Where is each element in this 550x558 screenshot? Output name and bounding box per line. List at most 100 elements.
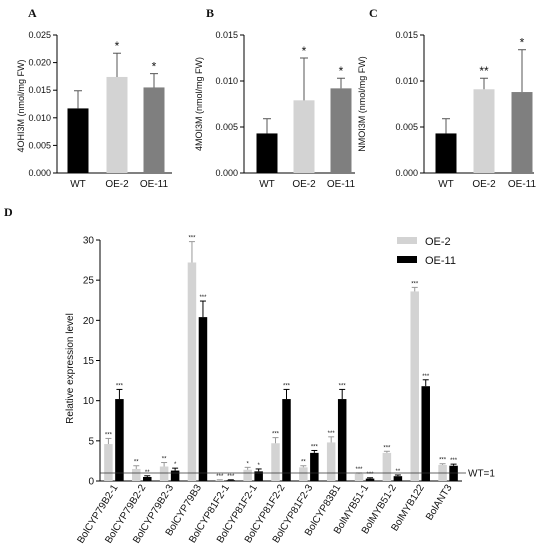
y-tick-label: 0 <box>88 477 94 488</box>
bar-oe-2 <box>382 452 392 481</box>
bar-oe-2 <box>243 469 252 481</box>
significance-mark: ** <box>301 460 306 466</box>
significance-mark: *** <box>422 374 430 380</box>
significance-mark: *** <box>450 458 458 464</box>
bar-wt <box>435 133 457 173</box>
significance-mark: *** <box>411 281 419 287</box>
significance-mark: *** <box>188 236 196 242</box>
y-tick-label: 0.000 <box>215 168 238 178</box>
significance-mark: ** <box>396 469 401 475</box>
significance-mark: *** <box>216 474 224 480</box>
y-tick-label: 5 <box>88 436 94 447</box>
bar-oe-11 <box>143 87 165 173</box>
legend-label-oe-11: OE-11 <box>425 255 456 267</box>
x-tick-label: OE-11 <box>327 179 356 190</box>
legend-swatch-oe-2 <box>397 237 417 244</box>
y-tick-label: 0.010 <box>28 113 51 123</box>
x-tick-label: OE-2 <box>472 179 496 190</box>
y-tick-label: 15 <box>83 356 95 367</box>
bar-oe-2 <box>159 466 169 481</box>
legend-label-oe-2: OE-2 <box>425 236 451 248</box>
y-tick-label: 0.010 <box>215 76 238 86</box>
y-tick-label: 0.005 <box>215 122 238 132</box>
legend: OE-2 OE-11 <box>397 236 456 267</box>
y-axis-title: 4OHI3M (nmol/mg FW) <box>16 59 26 152</box>
y-axis-title: 4MOI3M (nmol/mg FW) <box>194 57 204 151</box>
y-axis-title: Relative expression level <box>65 313 76 424</box>
x-tick-label: WT <box>438 179 454 190</box>
x-tick-label: WT <box>70 179 86 190</box>
y-tick-label: 0.000 <box>28 168 51 178</box>
significance-mark: *** <box>383 445 391 451</box>
x-tick-label: WT <box>259 179 275 190</box>
significance-mark: *** <box>105 432 113 438</box>
x-tick-label: BolANT3 <box>424 482 455 522</box>
significance-mark: ** <box>162 457 167 463</box>
bar-oe-11 <box>143 476 152 481</box>
bar-oe-11 <box>337 399 347 481</box>
significance-mark: *** <box>311 444 319 450</box>
significance-mark: * <box>257 463 260 469</box>
significance-mark: * <box>520 36 525 50</box>
bar-oe-2 <box>271 443 280 481</box>
significance-mark: * <box>339 64 344 78</box>
bar-wt <box>256 133 278 173</box>
significance-mark: * <box>115 39 120 53</box>
significance-mark: *** <box>272 432 280 438</box>
bar-oe-11 <box>115 399 124 481</box>
y-tick-label: 0.015 <box>28 85 51 95</box>
significance-mark: *** <box>283 383 291 389</box>
y-tick-label: 0.005 <box>395 122 418 132</box>
significance-mark: *** <box>328 431 336 437</box>
bar-oe-11 <box>198 317 208 481</box>
bar-wt <box>67 108 89 173</box>
significance-mark: *** <box>199 295 207 301</box>
bar-oe-2 <box>473 89 495 173</box>
y-tick-label: 0.015 <box>215 30 238 40</box>
chart-panel-a: A 0.000 0.005 0.010 0.015 0.020 0.025 4OHI3M (n… <box>16 6 172 190</box>
significance-mark: * <box>302 44 307 58</box>
bar-oe-2 <box>354 473 364 481</box>
bar-oe-11 <box>365 478 375 481</box>
bar-oe-2 <box>132 468 141 481</box>
chart-panel-b: B 0.000 0.005 0.010 0.015 4MOI3M (nmol/mg FW)… <box>194 6 356 190</box>
significance-mark: *** <box>339 383 347 389</box>
y-axis-title: NMOI3M (nmol/mg FW) <box>357 56 367 152</box>
bar-oe-2 <box>410 291 419 481</box>
y-tick-label: 0.010 <box>395 76 418 86</box>
bar-oe-11 <box>310 452 319 481</box>
bar-oe-11 <box>254 471 263 481</box>
legend-swatch-oe-11 <box>397 256 417 263</box>
x-tick-label: OE-2 <box>105 179 129 190</box>
y-tick-label: 0.020 <box>28 58 51 68</box>
bar-oe-2 <box>299 467 308 481</box>
significance-mark: * <box>152 60 157 74</box>
significance-mark: *** <box>227 474 235 480</box>
bar-oe-11 <box>226 480 236 481</box>
panel-label: C <box>369 6 378 20</box>
bar-oe-11 <box>282 399 291 481</box>
significance-mark: *** <box>116 383 124 389</box>
significance-mark: * <box>174 462 177 468</box>
significance-mark: *** <box>439 458 447 464</box>
bar-oe-2 <box>215 480 225 481</box>
y-tick-label: 30 <box>83 236 95 247</box>
reference-line-label: WT=1 <box>468 468 495 479</box>
bar-oe-2 <box>106 76 128 173</box>
significance-mark: *** <box>356 467 364 473</box>
bar-oe-11 <box>421 386 430 481</box>
bar-oe-2 <box>187 262 197 481</box>
y-tick-label: 10 <box>83 396 95 407</box>
panel-label: A <box>28 6 37 20</box>
bar-oe-11 <box>393 476 403 481</box>
y-tick-label: 0.005 <box>28 140 51 150</box>
panel-label: B <box>206 6 214 20</box>
bar-oe-11 <box>511 92 533 173</box>
y-tick-label: 0.025 <box>28 30 51 40</box>
bar-oe-11 <box>449 465 458 481</box>
y-tick-label: 25 <box>83 276 95 287</box>
chart-panel-c: C 0.000 0.005 0.010 0.015 NMOI3M (nmol/mg FW)… <box>357 6 537 190</box>
x-tick-label: OE-11 <box>508 179 537 190</box>
bar-oe-2 <box>293 100 315 173</box>
